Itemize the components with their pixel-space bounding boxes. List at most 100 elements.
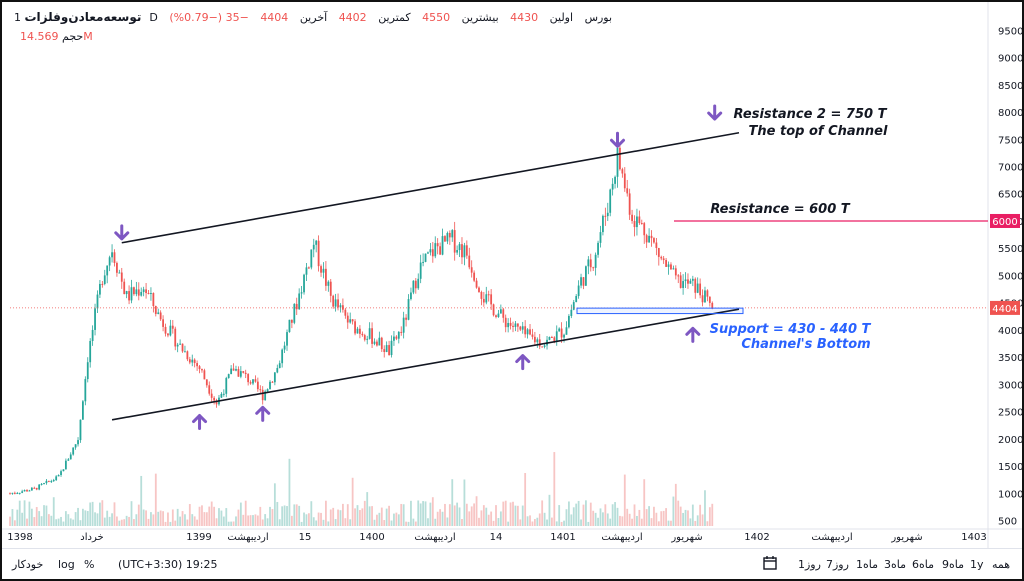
volume-bar [186, 519, 189, 526]
candle-body [531, 334, 534, 337]
candle-body [198, 366, 201, 370]
candle-body [344, 309, 347, 316]
volume-bars [9, 452, 714, 526]
candle-body [514, 323, 517, 327]
y-tick-label: 6500 [998, 190, 1022, 201]
volume-bar [468, 511, 471, 526]
range-all[interactable]: همه [992, 558, 1011, 571]
candle-body [186, 351, 189, 360]
volume-bar [504, 500, 507, 526]
candle-body [164, 326, 167, 334]
candle-body [502, 309, 505, 318]
percent-scale-button[interactable]: % [84, 558, 95, 571]
candle-body [13, 492, 16, 494]
volume-bar [475, 496, 478, 526]
candle-body [188, 359, 191, 363]
volume-bar [689, 518, 692, 526]
volume-bar [188, 504, 191, 526]
candle-body [237, 369, 240, 377]
volume-bar [334, 519, 337, 526]
volume-bar [555, 521, 558, 526]
volume-bar [99, 502, 101, 526]
volume-bar [701, 514, 704, 526]
candle-body [553, 337, 556, 342]
range-9m[interactable]: 9ماه [942, 558, 965, 571]
log-scale-button[interactable]: log [58, 558, 75, 571]
calendar-icon[interactable] [762, 555, 778, 574]
candle-body [96, 294, 99, 309]
volume-bar [295, 504, 298, 526]
volume-bar [164, 521, 167, 526]
candle-body [366, 338, 369, 340]
volume-bar [417, 500, 420, 526]
range-1m[interactable]: 1ماه [856, 558, 879, 571]
candle-body [116, 262, 118, 273]
volume-bar [82, 508, 84, 526]
candle-body [431, 249, 434, 257]
volume-bar [514, 505, 517, 526]
candle-body [307, 267, 310, 269]
volume-bar [674, 483, 677, 526]
down-arrow-icon [707, 104, 723, 121]
volume-bar [242, 514, 245, 526]
candle-body [303, 274, 305, 293]
symbol-name[interactable]: توسعه‌معادن‌وفلزات [24, 10, 142, 24]
volume-bar [154, 473, 157, 526]
candle-body [485, 294, 488, 303]
channel-top-line [121, 131, 740, 244]
range-1y[interactable]: 1y [970, 558, 984, 571]
candle-body [74, 444, 77, 448]
candle-body [184, 351, 186, 353]
candle-body [453, 230, 456, 253]
candle-body [108, 257, 111, 266]
candle-body [585, 266, 587, 286]
candle-body [363, 335, 366, 340]
candle-body [463, 245, 466, 258]
x-tick-label: خرداد [80, 532, 103, 543]
volume-bar [33, 517, 36, 526]
auto-scale-button[interactable]: خودکار [12, 558, 44, 571]
candle-body [616, 147, 619, 177]
volume-bar [570, 514, 573, 526]
candle-body [205, 379, 208, 386]
open-label: اولین [549, 11, 574, 24]
candle-body [312, 244, 315, 250]
timezone-button[interactable]: (UTC+3:30) 19:25 [118, 558, 218, 571]
open-value: 4430 [510, 11, 539, 24]
y-tick-label: 9500 [998, 26, 1022, 37]
price-chart[interactable]: 5001000150020002500300035004000450050005… [2, 2, 1022, 548]
volume-bar [541, 500, 544, 526]
volume-bar [524, 473, 527, 526]
candle-body [563, 334, 565, 338]
candle-body [597, 242, 599, 255]
candle-body [444, 236, 446, 242]
candle-body [142, 289, 145, 292]
range-6m[interactable]: 6ماه [912, 558, 935, 571]
candle-body [286, 332, 288, 346]
candle-body [84, 379, 87, 402]
y-tick-label: 2500 [998, 408, 1022, 419]
volume-bar [512, 501, 514, 526]
y-tick-label: 500 [998, 517, 1017, 528]
volume-bar [232, 521, 235, 526]
candle-body [273, 372, 276, 383]
range-1d[interactable]: 1روز [798, 558, 821, 571]
candle-body [376, 341, 378, 346]
volume-bar [526, 516, 529, 526]
high-value: 4550 [422, 11, 451, 24]
volume-bar [106, 510, 109, 526]
candle-body [305, 267, 308, 275]
volume-bar [485, 507, 488, 526]
volume-bar [67, 514, 70, 526]
range-3m[interactable]: 3ماه [884, 558, 907, 571]
volume-bar [150, 512, 152, 526]
interval[interactable]: 1D [14, 11, 158, 24]
volume-bar [249, 515, 252, 526]
candle-body [609, 189, 612, 213]
candle-body [196, 363, 199, 367]
volume-bar [57, 518, 60, 526]
candle-body [548, 336, 551, 340]
volume-bar [18, 500, 21, 526]
volume-bar [322, 519, 325, 526]
range-7d[interactable]: 7روز [826, 558, 849, 571]
